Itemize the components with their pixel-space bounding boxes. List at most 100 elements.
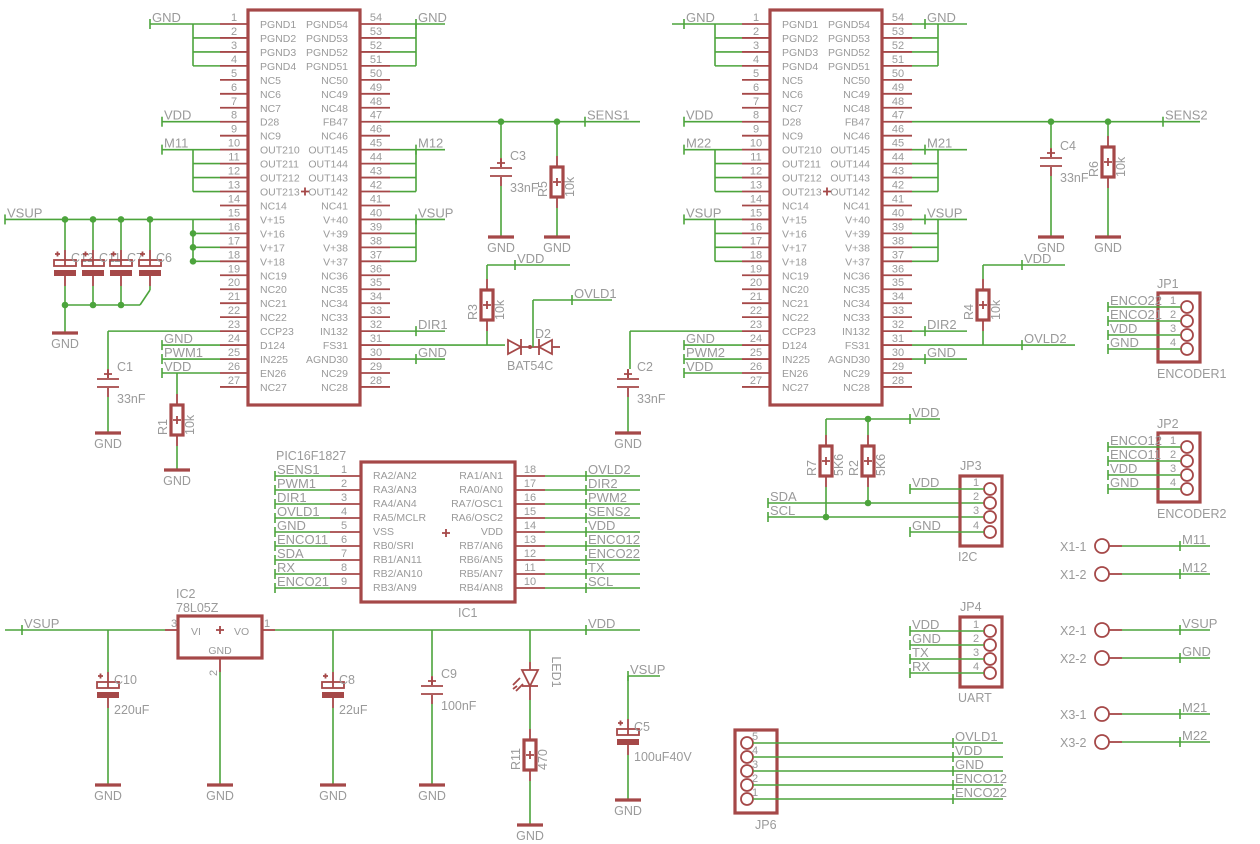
resistor-value: 5K6: [832, 454, 846, 476]
pin-number: 43: [370, 166, 382, 178]
connector-body: [958, 615, 1004, 689]
pin-number: 1: [341, 464, 347, 476]
pin-number: 2: [753, 26, 759, 38]
connector-ref: JP4: [960, 600, 982, 614]
pin-name: NC6: [782, 89, 803, 101]
pin-name: VDD: [481, 526, 504, 538]
led-triangle: [520, 669, 540, 689]
pin-number: 53: [892, 26, 904, 38]
cap-plate-negative: [139, 270, 161, 276]
junction-dot: [189, 230, 197, 237]
connector-pin: [1180, 342, 1194, 356]
pin-name: D28: [260, 117, 279, 129]
pin-number: 15: [228, 207, 240, 219]
pin-number: 22: [750, 305, 762, 317]
capacitor-ref: C9: [441, 667, 457, 681]
net-label: VDD: [588, 518, 615, 533]
pin-name: OUT212: [260, 173, 300, 185]
net-label: VSUP: [630, 662, 665, 677]
ground-label: GND: [206, 789, 234, 803]
screw-terminal: [1094, 650, 1110, 666]
pin-number: 17: [750, 235, 762, 247]
pin-number: 13: [750, 180, 762, 192]
pin-number: 13: [524, 534, 536, 546]
resistor-value: 10k: [1114, 156, 1128, 177]
junction-dot: [189, 244, 197, 251]
terminal-label: X2-2: [1060, 652, 1086, 666]
pin-number: 48: [892, 96, 904, 108]
pin-name: NC34: [843, 298, 870, 310]
pin-name: OUT213: [260, 187, 300, 199]
pin-name: CCP23: [260, 326, 294, 338]
pin-name: NC27: [782, 382, 809, 394]
net-label: ENCO22: [1110, 293, 1162, 308]
capacitor-c1: [97, 378, 119, 388]
pin-name: NC28: [321, 382, 348, 394]
pin-name: NC49: [843, 89, 870, 101]
pin-number: 7: [753, 96, 759, 108]
pin-name: PGND51: [828, 61, 870, 73]
pin-number: 31: [892, 333, 904, 345]
net-label: TX: [588, 560, 605, 575]
pin-number: 49: [370, 82, 382, 94]
connector-pin: [1180, 482, 1194, 496]
pin-number: 26: [750, 361, 762, 373]
pin-number: 40: [892, 207, 904, 219]
pin-number: 16: [228, 221, 240, 233]
plus-marker: [864, 457, 872, 465]
resistor-value: 10k: [989, 299, 1003, 320]
pin-number: 3: [753, 40, 759, 52]
connector-ref: JP2: [1157, 417, 1179, 431]
resistor-ref: R5: [536, 181, 550, 197]
pin-number: 3: [171, 618, 177, 630]
connector-value: ENCODER1: [1157, 367, 1227, 381]
capacitor-c9: [421, 685, 443, 695]
pin-name: NC33: [843, 312, 870, 324]
capacitor-value: 100nF: [441, 699, 477, 713]
cap-plate-negative: [322, 692, 344, 698]
net-label: M11: [164, 136, 188, 151]
net-label: GND: [418, 10, 447, 25]
net-label: OVLD2: [588, 462, 631, 477]
ic-name: PIC16F1827: [276, 449, 346, 463]
junction-dot: [822, 513, 830, 521]
plus-marker: [216, 626, 224, 634]
pin-name: NC19: [782, 270, 809, 282]
pin-name: V+38: [323, 242, 348, 254]
pin-name: NC50: [321, 75, 348, 87]
plus-marker: [301, 187, 309, 196]
net-label: VDD: [686, 108, 713, 123]
polarity-plus-icon: [111, 251, 116, 257]
net-label: VSUP: [7, 205, 42, 220]
net-label: VDD: [912, 405, 939, 420]
pin-name: RA6/OSC2: [451, 512, 503, 524]
pin-number: 38: [370, 235, 382, 247]
plus-marker: [979, 301, 987, 309]
pin-name: NC29: [321, 368, 348, 380]
resistor-ref: R11: [509, 748, 523, 770]
pin-name: V+15: [260, 214, 285, 226]
wire: [139, 289, 151, 306]
pin-number: 3: [341, 492, 347, 504]
pin-number: 32: [892, 319, 904, 331]
pin-number: 3: [973, 647, 979, 659]
net-label: SDA: [770, 489, 797, 504]
connector-pin: [1180, 314, 1194, 328]
polarity-plus-icon: [55, 251, 60, 257]
net-label: ENCO11: [277, 532, 328, 547]
ic-value: 78L05Z: [176, 601, 219, 615]
pin-number: 3: [231, 40, 237, 52]
pin-name: RA1/AN1: [459, 470, 503, 482]
pin-name: OUT211: [782, 159, 821, 171]
net-label: GND: [686, 10, 715, 25]
pin-number: 1: [1170, 435, 1176, 447]
connector-jp3: [958, 474, 1004, 548]
pin-name: OUT145: [308, 145, 348, 157]
pin-name: NC46: [843, 131, 870, 143]
pin-number: 4: [973, 520, 979, 532]
pin-name: RB7/AN6: [459, 540, 503, 552]
pin-number: 38: [892, 235, 904, 247]
pin-name: NC20: [782, 284, 809, 296]
ground-label: GND: [487, 241, 515, 255]
pin-name: PGND53: [828, 33, 870, 45]
